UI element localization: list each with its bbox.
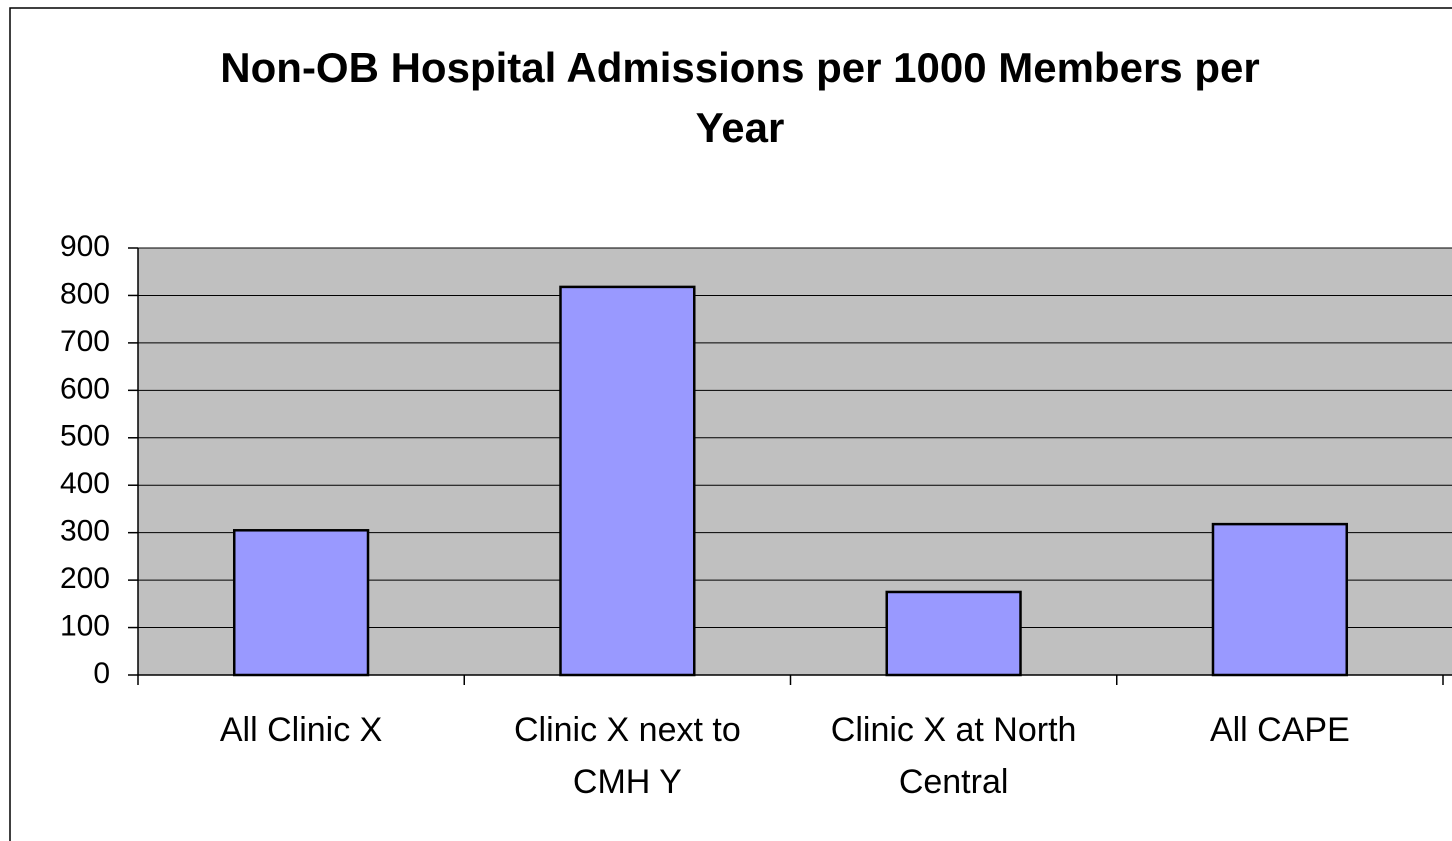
bar <box>232 529 370 677</box>
y-tick-label: 700 <box>60 325 110 358</box>
chart-title: Non-OB Hospital Admissions per 1000 Memb… <box>220 44 1260 151</box>
chart-frame <box>9 7 1452 841</box>
bar <box>559 285 696 677</box>
y-tick-label: 900 <box>60 230 110 263</box>
y-tick-label: 0 <box>93 657 110 690</box>
y-tick-label: 400 <box>60 467 110 500</box>
x-tick-label: All CAPE <box>1209 711 1350 749</box>
y-tick-label: 300 <box>60 515 110 548</box>
y-tick-label: 100 <box>60 609 110 642</box>
y-tick-label: 800 <box>60 277 110 310</box>
x-tick-label: Clinic X next to CMH Y <box>513 711 741 801</box>
y-tick-label: 200 <box>60 562 110 595</box>
y-tick-label: 600 <box>60 372 110 405</box>
x-tick-label: Clinic X at North Central <box>830 711 1077 801</box>
y-tick-label: 500 <box>60 420 110 453</box>
bar <box>1211 522 1349 677</box>
bar <box>885 590 1022 677</box>
x-tick-label: All Clinic X <box>219 711 383 749</box>
